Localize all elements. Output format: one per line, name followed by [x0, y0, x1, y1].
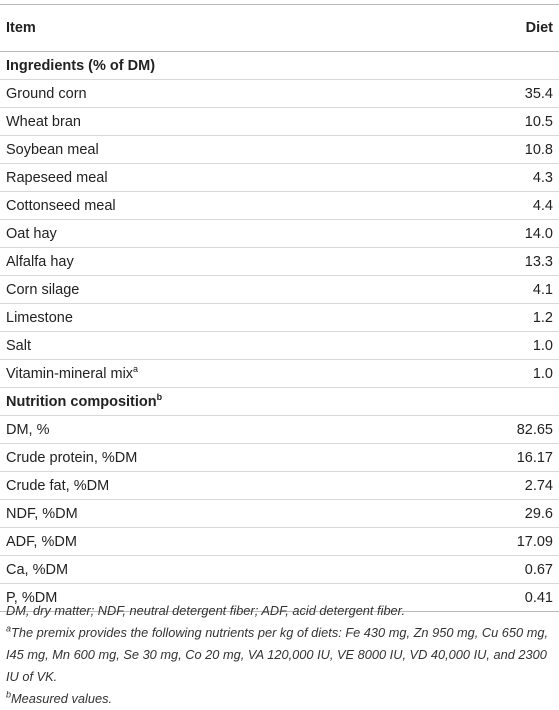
item: Rapeseed meal — [6, 169, 108, 186]
value-cell: 4.4 — [418, 191, 559, 220]
item: Salt — [6, 337, 31, 354]
value-cell: 10.5 — [418, 107, 559, 136]
value-cell: 13.3 — [418, 247, 559, 276]
item-cell: DM, % — [0, 415, 419, 444]
diet-table: Item Diet Ingredients (% of DM) Ground co… — [0, 4, 559, 612]
data-row: Limestone 1.2 — [0, 303, 559, 332]
item-cell: Limestone — [0, 303, 419, 332]
data-row: Cottonseed meal 4.4 — [0, 191, 559, 220]
section-title: Ingredients (% of DM) — [6, 57, 156, 74]
item-cell: Alfalfa hay — [0, 247, 419, 276]
item-cell: ADF, %DM — [0, 527, 419, 556]
header-item: Item — [0, 4, 419, 52]
footnote: bMeasured values. — [6, 688, 554, 710]
value-cell: 2.74 — [418, 471, 559, 500]
data-row: ADF, %DM 17.09 — [0, 527, 559, 556]
value-cell: 0.41 — [418, 583, 559, 612]
data-row: Alfalfa hay 13.3 — [0, 247, 559, 276]
data-row: Crude protein, %DM 16.17 — [0, 443, 559, 472]
value-cell: 0.67 — [418, 555, 559, 584]
data-row: Soybean meal 10.8 — [0, 135, 559, 164]
item-cell: Ca, %DM — [0, 555, 419, 584]
table-body: Ingredients (% of DM) Ground corn 35.4 Whea… — [0, 51, 559, 612]
item-cell: Ground corn — [0, 79, 419, 108]
footnotes: DM, dry matter; NDF, neutral detergent f… — [6, 600, 554, 710]
value-cell: 1.0 — [418, 331, 559, 360]
item-cell: Soybean meal — [0, 135, 419, 164]
value-cell: 82.65 — [418, 415, 559, 444]
section-row: Ingredients (% of DM) — [0, 51, 559, 80]
item: Soybean meal — [6, 141, 99, 158]
item-cell: Cottonseed meal — [0, 191, 419, 220]
data-row: Oat hay 14.0 — [0, 219, 559, 248]
value-cell: 16.17 — [418, 443, 559, 472]
section-title-cell: Nutrition compositionb — [0, 387, 559, 416]
data-row: Corn silage 4.1 — [0, 275, 559, 304]
item-cell: Crude fat, %DM — [0, 471, 419, 500]
value-cell: 14.0 — [418, 219, 559, 248]
item-cell: Oat hay — [0, 219, 419, 248]
value-cell: 4.1 — [418, 275, 559, 304]
value-cell: 35.4 — [418, 79, 559, 108]
item-cell: Wheat bran — [0, 107, 419, 136]
section-row: Nutrition compositionb — [0, 387, 559, 416]
item: Ca, %DM — [6, 561, 69, 578]
item: Ground corn — [6, 85, 87, 102]
item-cell: Vitamin-mineral mixa — [0, 359, 419, 388]
item: Cottonseed meal — [6, 197, 116, 214]
item-cell: Rapeseed meal — [0, 163, 419, 192]
abbreviations: DM, dry matter; NDF, neutral detergent f… — [6, 603, 406, 618]
data-row: Wheat bran 10.5 — [0, 107, 559, 136]
data-row: P, %DM 0.41 — [0, 583, 559, 612]
item: DM, % — [6, 421, 50, 438]
item: Wheat bran — [6, 113, 81, 130]
header-diet: Diet — [418, 4, 559, 52]
item: Limestone — [6, 309, 73, 326]
data-row: Ground corn 35.4 — [0, 79, 559, 108]
data-row: Crude fat, %DM 2.74 — [0, 471, 559, 500]
footnote-mark: a — [6, 623, 12, 634]
data-row: Salt 1.0 — [0, 331, 559, 360]
value-cell: 17.09 — [418, 527, 559, 556]
value-cell: 1.2 — [418, 303, 559, 332]
item: Alfalfa hay — [6, 253, 74, 270]
data-row: Rapeseed meal 4.3 — [0, 163, 559, 192]
data-row: DM, % 82.65 — [0, 415, 559, 444]
item-cell: NDF, %DM — [0, 499, 419, 528]
item-cell: P, %DM — [0, 583, 419, 612]
footnote-text: Measured values. — [11, 691, 113, 706]
table-header: Item Diet — [0, 4, 559, 52]
footnote: aThe premix provides the following nutri… — [6, 622, 554, 688]
item-cell: Salt — [0, 331, 419, 360]
item-cell: Corn silage — [0, 275, 419, 304]
item: Crude fat, %DM — [6, 477, 110, 494]
item: Vitamin-mineral mix — [6, 365, 134, 382]
footnote-text: The premix provides the following nutrie… — [6, 625, 549, 684]
footnote-mark: a — [133, 363, 139, 374]
item-cell: Crude protein, %DM — [0, 443, 419, 472]
item: NDF, %DM — [6, 505, 78, 522]
value-cell: 29.6 — [418, 499, 559, 528]
section-title-cell: Ingredients (% of DM) — [0, 51, 559, 80]
footnote-mark: b — [156, 391, 163, 402]
item: Crude protein, %DM — [6, 449, 138, 466]
item: ADF, %DM — [6, 533, 77, 550]
data-row: Ca, %DM 0.67 — [0, 555, 559, 584]
item: Oat hay — [6, 225, 57, 242]
footnote-mark: b — [6, 689, 12, 700]
data-row: NDF, %DM 29.6 — [0, 499, 559, 528]
header-row: Item Diet — [0, 4, 559, 52]
value-cell: 4.3 — [418, 163, 559, 192]
value-cell: 1.0 — [418, 359, 559, 388]
item: P, %DM — [6, 589, 58, 606]
section-title: Nutrition composition — [6, 393, 157, 410]
data-row: Vitamin-mineral mixa 1.0 — [0, 359, 559, 388]
item: Corn silage — [6, 281, 80, 298]
value-cell: 10.8 — [418, 135, 559, 164]
